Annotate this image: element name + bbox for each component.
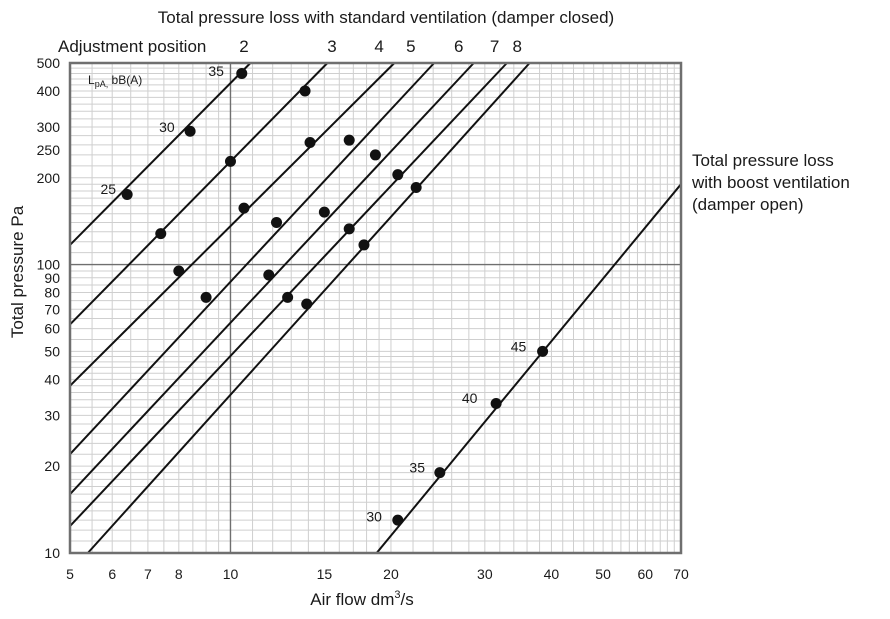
series-points	[121, 67, 549, 526]
y-tick-label: 90	[44, 270, 60, 286]
series-line-3	[69, 62, 329, 326]
y-tick-label: 500	[37, 55, 61, 71]
y-tick-label: 400	[37, 83, 61, 99]
y-tick-label: 10	[44, 545, 60, 561]
sound-level-symbol: L	[88, 73, 95, 87]
series-point-7	[282, 291, 294, 303]
y-tick-label: 80	[44, 285, 60, 301]
series-point-3	[155, 228, 167, 240]
point-label: 25	[101, 181, 117, 197]
x-tick-label: 8	[175, 566, 183, 582]
series-point-7	[343, 223, 355, 235]
series-point-6	[318, 206, 330, 218]
series-line-4	[69, 62, 396, 387]
series-point-4	[173, 265, 185, 277]
series-point-8	[358, 239, 370, 251]
x-tick-label: 10	[223, 566, 239, 582]
adjustment-position-7: 7	[490, 37, 499, 56]
x-axis-label-text: Air flow dm	[310, 590, 394, 609]
x-tick-label: 5	[66, 566, 74, 582]
major-grid	[70, 63, 681, 553]
x-tick-labels: 5 6 7 8 10 15 20 30 40 50 60 70	[66, 566, 689, 582]
series-point-boost	[434, 467, 446, 479]
point-labels: 35 30 25 45 40 35 30	[101, 63, 527, 525]
point-label: 30	[159, 119, 175, 135]
minor-grid	[70, 63, 681, 553]
x-tick-label: 50	[595, 566, 611, 582]
sound-level-unit: bB(A)	[108, 73, 142, 87]
adjustment-position-2: 2	[239, 37, 248, 56]
y-tick-label: 60	[44, 321, 60, 337]
x-tick-label: 60	[638, 566, 654, 582]
series-line-2	[69, 62, 252, 246]
adjustment-position-6: 6	[454, 37, 463, 56]
sound-level-legend: LpA, bB(A)	[88, 73, 142, 89]
series-line-boost	[375, 183, 682, 554]
point-label: 45	[511, 338, 527, 354]
series-line-5	[69, 62, 435, 455]
y-tick-label: 250	[37, 142, 61, 158]
x-tick-label: 40	[544, 566, 560, 582]
plot-frame	[68, 61, 683, 555]
y-tick-label: 20	[44, 458, 60, 474]
x-tick-label: 6	[108, 566, 116, 582]
point-label: 30	[366, 508, 382, 524]
series-point-2	[236, 67, 248, 79]
series-point-8	[410, 182, 422, 194]
series-point-6	[369, 149, 381, 161]
adjustment-position-3: 3	[327, 37, 336, 56]
y-tick-label: 300	[37, 119, 61, 135]
x-axis-label: Air flow dm3/s	[310, 589, 413, 609]
series-point-boost	[490, 397, 502, 409]
series-point-5	[200, 291, 212, 303]
y-tick-label: 40	[44, 371, 60, 387]
x-tick-label: 20	[383, 566, 399, 582]
series-point-5	[271, 216, 283, 228]
x-tick-label: 7	[144, 566, 152, 582]
adjustment-position-4: 4	[374, 37, 383, 56]
y-tick-label: 70	[44, 301, 60, 317]
series-point-7	[392, 169, 404, 181]
adjustment-position-label: Adjustment position	[58, 37, 206, 56]
series-point-4	[304, 137, 316, 149]
adjustment-position-5: 5	[406, 37, 415, 56]
series-point-boost	[537, 345, 549, 357]
chart-title: Total pressure loss with standard ventil…	[158, 8, 614, 27]
x-axis-label-superscript: 3	[394, 589, 400, 601]
series-point-3	[224, 155, 236, 167]
x-axis-label-suffix: /s	[400, 590, 413, 609]
series-point-4	[238, 202, 250, 214]
series-point-2	[121, 188, 133, 200]
boost-annotation-line-2: with boost ventilation	[691, 173, 850, 192]
series-point-8	[301, 298, 313, 310]
series-point-3	[299, 85, 311, 97]
y-axis-label: Total pressure Pa	[8, 205, 27, 338]
x-tick-label: 70	[673, 566, 689, 582]
boost-annotation-line-3: (damper open)	[692, 195, 804, 214]
boost-annotation-line-1: Total pressure loss	[692, 151, 834, 170]
series-point-boost	[392, 514, 404, 526]
x-tick-label: 30	[477, 566, 493, 582]
y-tick-label: 50	[44, 343, 60, 359]
series-point-3	[184, 125, 196, 137]
y-tick-label: 200	[37, 170, 61, 186]
point-label: 40	[462, 390, 478, 406]
sound-level-subscript: pA,	[95, 79, 109, 89]
boost-annotation: Total pressure loss with boost ventilati…	[691, 151, 850, 214]
point-label: 35	[208, 63, 224, 79]
y-tick-label: 100	[37, 257, 61, 273]
x-tick-label: 15	[317, 566, 333, 582]
series-point-6	[263, 269, 275, 281]
adjustment-position-8: 8	[512, 37, 521, 56]
y-tick-label: 30	[44, 407, 60, 423]
series-point-5	[343, 134, 355, 146]
point-label: 35	[409, 459, 425, 475]
